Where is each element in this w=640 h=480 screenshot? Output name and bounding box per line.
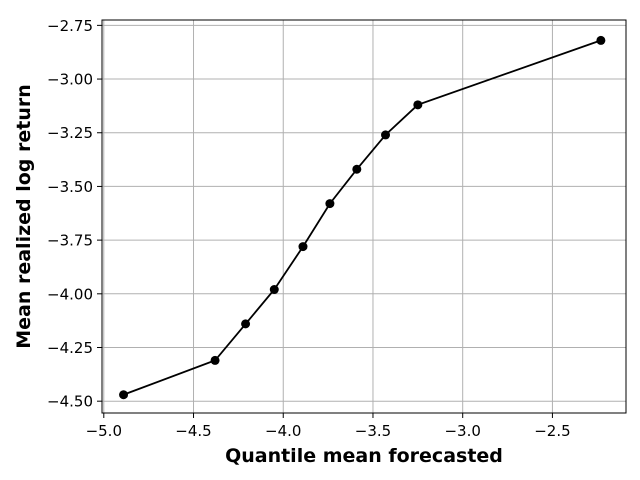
data-point: [119, 390, 129, 400]
y-tick-label: −3.50: [47, 178, 93, 196]
y-tick-label: −4.00: [47, 285, 93, 303]
y-tick-label: −4.50: [47, 393, 93, 411]
x-tick-label: −3.0: [444, 422, 480, 440]
y-axis-label: Mean realized log return: [13, 84, 35, 349]
y-tick-label: −3.75: [47, 232, 93, 250]
x-tick-label: −2.5: [534, 422, 570, 440]
data-point: [298, 242, 308, 252]
plot-frame: [101, 19, 627, 414]
data-point: [596, 35, 606, 45]
y-tick-label: −3.25: [47, 124, 93, 142]
grid-lines: [102, 20, 626, 413]
y-tick-label: −2.75: [47, 17, 93, 35]
x-tick-label: −3.5: [355, 422, 391, 440]
data-point: [413, 100, 423, 110]
x-axis-ticks: −5.0 −4.5 −4.0 −3.5 −3.0 −2.5: [86, 413, 571, 440]
x-axis-label: Quantile mean forecasted: [225, 445, 503, 467]
series-line: [123, 39, 602, 396]
data-point: [381, 130, 391, 140]
y-tick-label: −3.00: [47, 71, 93, 89]
x-tick-label: −5.0: [86, 422, 122, 440]
data-point: [325, 199, 335, 209]
data-point: [352, 164, 362, 174]
y-axis-ticks: −2.75 −3.00 −3.25 −3.50 −3.75 −4.00 −4.25 −4.50: [47, 17, 102, 411]
series: [119, 35, 606, 400]
data-point: [269, 285, 279, 295]
x-tick-label: −4.5: [175, 422, 211, 440]
y-tick-label: −4.25: [47, 339, 93, 357]
data-point: [210, 355, 220, 365]
x-tick-label: −4.0: [265, 422, 301, 440]
data-point: [241, 319, 251, 329]
